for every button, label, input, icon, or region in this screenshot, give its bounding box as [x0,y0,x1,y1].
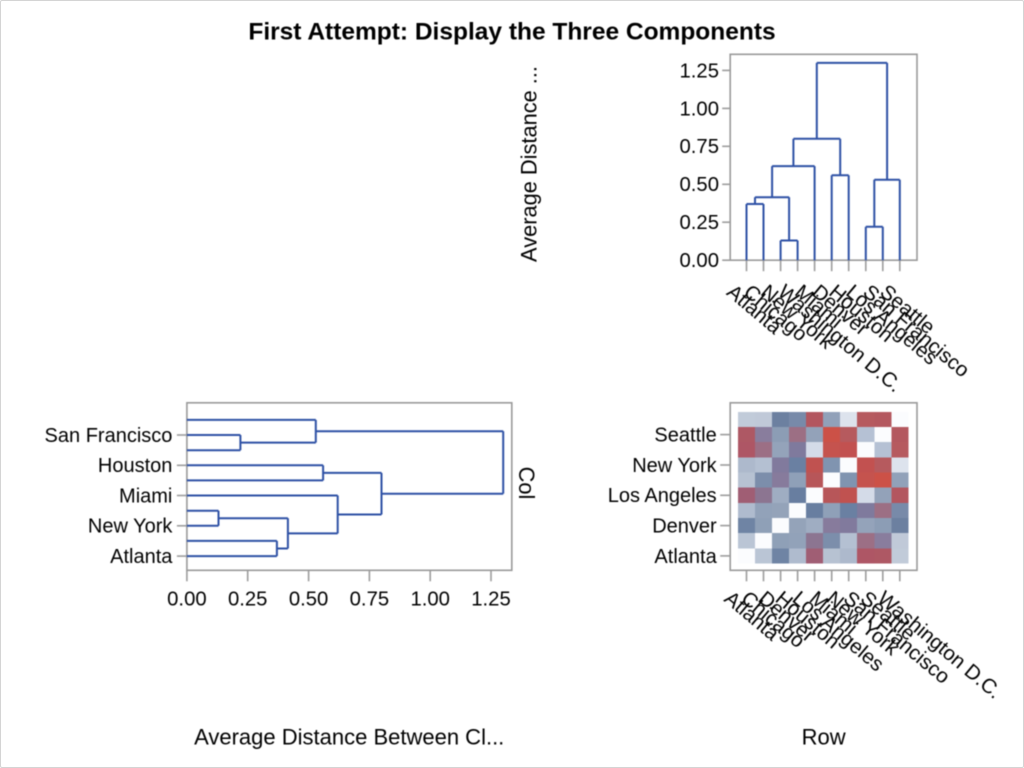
svg-text:0.25: 0.25 [680,212,719,234]
svg-text:Atlanta: Atlanta [654,546,717,568]
svg-text:Miami: Miami [119,485,172,507]
svg-text:0.75: 0.75 [680,136,719,158]
svg-text:0.75: 0.75 [350,588,389,610]
svg-text:Average Distance Between Cl...: Average Distance Between Cl... [194,724,504,749]
svg-text:San Francisco: San Francisco [45,425,173,447]
svg-text:1.25: 1.25 [680,60,719,82]
svg-text:Los Angeles: Los Angeles [608,485,717,507]
svg-text:Seattle: Seattle [654,425,716,447]
svg-text:Houston: Houston [98,455,173,477]
svg-text:New York: New York [632,455,717,477]
svg-text:0.00: 0.00 [680,250,719,272]
svg-text:Atlanta: Atlanta [110,546,173,568]
svg-text:New York: New York [88,516,173,538]
svg-text:1.00: 1.00 [680,98,719,120]
svg-text:Denver: Denver [652,516,717,538]
svg-text:Row: Row [802,724,846,749]
svg-text:1.25: 1.25 [471,588,510,610]
svg-text:0.50: 0.50 [680,174,719,196]
svg-text:1.00: 1.00 [410,588,449,610]
svg-text:Col: Col [514,467,539,500]
svg-text:0.50: 0.50 [289,588,328,610]
svg-text:0.25: 0.25 [228,588,267,610]
svg-text:0.00: 0.00 [167,588,206,610]
svg-text:First Attempt: Display the Thr: First Attempt: Display the Three Compone… [248,19,775,46]
svg-text:Average Distance ...: Average Distance ... [517,66,542,262]
